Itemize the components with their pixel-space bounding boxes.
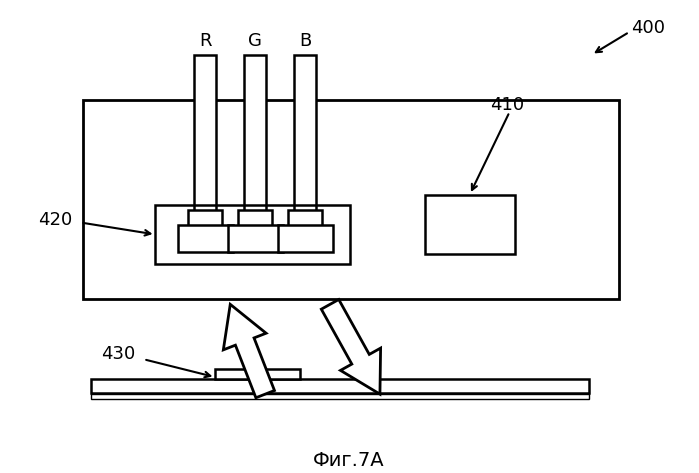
Bar	[215, 369, 300, 379]
Bar	[278, 225, 333, 253]
Bar	[178, 225, 233, 253]
Bar	[91, 394, 589, 399]
Bar	[288, 210, 322, 228]
Bar	[294, 55, 316, 215]
Polygon shape	[322, 299, 381, 394]
Text: 420: 420	[38, 210, 73, 228]
Bar	[244, 55, 266, 215]
Bar	[425, 194, 514, 254]
Text: Фиг.7A: Фиг.7A	[313, 452, 385, 471]
Text: B: B	[299, 32, 311, 50]
Polygon shape	[224, 304, 275, 398]
Text: G: G	[248, 32, 262, 50]
Bar	[194, 55, 216, 215]
Bar	[238, 210, 272, 228]
Text: R: R	[199, 32, 212, 50]
Bar	[229, 225, 283, 253]
Text: 400: 400	[631, 19, 665, 37]
Bar	[91, 379, 589, 393]
Text: 410: 410	[490, 96, 524, 114]
Text: 430: 430	[101, 345, 136, 363]
Bar	[82, 100, 619, 299]
Bar	[188, 210, 222, 228]
Bar	[155, 204, 350, 264]
